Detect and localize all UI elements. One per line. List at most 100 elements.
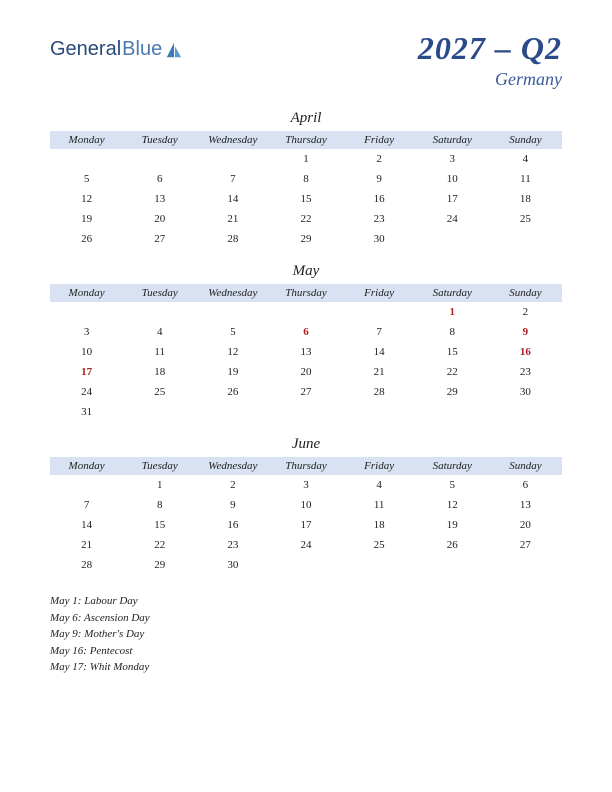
calendar-cell [123,402,196,422]
day-header: Saturday [416,131,489,149]
calendar-cell: 12 [50,189,123,209]
calendar-cell: 7 [196,169,269,189]
calendar-cell: 27 [123,229,196,249]
calendar-cell: 3 [50,322,123,342]
holiday-entry: May 1: Labour Day [50,593,562,610]
calendar-row: 12131415161718 [50,189,562,209]
day-header: Monday [50,457,123,475]
day-header: Tuesday [123,131,196,149]
calendar-cell: 4 [343,475,416,495]
calendar-row: 123456 [50,475,562,495]
calendar-cell [416,555,489,575]
calendar-cell: 7 [50,495,123,515]
calendar-cell: 13 [269,342,342,362]
calendar-cell: 20 [123,209,196,229]
calendar-cell: 28 [196,229,269,249]
calendar-cell: 1 [123,475,196,495]
calendar-container: AprilMondayTuesdayWednesdayThursdayFrida… [50,110,562,575]
calendar-cell [343,555,416,575]
calendar-cell: 26 [196,382,269,402]
calendar-row: 21222324252627 [50,535,562,555]
month-block: JuneMondayTuesdayWednesdayThursdayFriday… [50,436,562,575]
calendar-cell: 25 [343,535,416,555]
calendar-cell: 22 [416,362,489,382]
calendar-cell: 22 [123,535,196,555]
calendar-row: 3456789 [50,322,562,342]
day-header: Thursday [269,457,342,475]
calendar-cell: 15 [269,189,342,209]
calendar-row: 17181920212223 [50,362,562,382]
calendar-cell [343,302,416,322]
calendar-cell: 5 [196,322,269,342]
day-header: Wednesday [196,131,269,149]
calendar-cell: 12 [416,495,489,515]
day-header: Thursday [269,131,342,149]
header: GeneralBlue 2027 – Q2 Germany [50,30,562,90]
day-header: Tuesday [123,284,196,302]
calendar-cell: 6 [489,475,562,495]
day-header: Friday [343,131,416,149]
calendar-cell [416,229,489,249]
calendar-cell: 18 [343,515,416,535]
calendar-row: 10111213141516 [50,342,562,362]
calendar-cell: 31 [50,402,123,422]
holiday-list: May 1: Labour DayMay 6: Ascension DayMay… [50,593,562,676]
day-header: Friday [343,284,416,302]
calendar-cell: 13 [123,189,196,209]
calendar-cell: 19 [416,515,489,535]
calendar-cell: 17 [416,189,489,209]
calendar-cell: 24 [50,382,123,402]
calendar-cell: 18 [489,189,562,209]
calendar-cell: 5 [416,475,489,495]
calendar-cell: 8 [269,169,342,189]
day-header: Wednesday [196,457,269,475]
calendar-cell: 25 [123,382,196,402]
logo: GeneralBlue [50,38,183,61]
calendar-cell: 12 [196,342,269,362]
calendar-cell: 26 [50,229,123,249]
calendar-cell [50,475,123,495]
calendar-cell: 20 [489,515,562,535]
calendar-cell: 30 [343,229,416,249]
calendar-cell: 19 [50,209,123,229]
day-header: Saturday [416,457,489,475]
calendar-cell: 14 [343,342,416,362]
calendar-cell: 28 [50,555,123,575]
calendar-cell: 2 [489,302,562,322]
calendar-cell: 21 [343,362,416,382]
calendar-cell: 11 [489,169,562,189]
holiday-entry: May 9: Mother's Day [50,626,562,643]
calendar-cell: 9 [489,322,562,342]
calendar-cell: 30 [489,382,562,402]
logo-text-general: General [50,38,121,61]
calendar-cell: 22 [269,209,342,229]
calendar-cell [489,555,562,575]
calendar-cell: 16 [489,342,562,362]
calendar-cell: 3 [269,475,342,495]
calendar-cell: 21 [50,535,123,555]
month-block: AprilMondayTuesdayWednesdayThursdayFrida… [50,110,562,249]
calendar-row: 567891011 [50,169,562,189]
calendar-cell: 24 [416,209,489,229]
month-name: April [50,110,562,127]
calendar-cell: 29 [416,382,489,402]
day-header: Sunday [489,284,562,302]
calendar-cell: 27 [269,382,342,402]
title-sub: Germany [418,69,562,90]
calendar-cell: 28 [343,382,416,402]
calendar-row: 31 [50,402,562,422]
title-main: 2027 – Q2 [418,30,562,67]
day-header: Sunday [489,131,562,149]
calendar-cell: 15 [416,342,489,362]
calendar-cell: 14 [50,515,123,535]
logo-sail-icon [165,41,183,59]
logo-text-blue: Blue [122,38,162,61]
holiday-entry: May 6: Ascension Day [50,610,562,627]
calendar-cell [123,302,196,322]
day-header: Monday [50,284,123,302]
calendar-cell [343,402,416,422]
calendar-cell: 9 [196,495,269,515]
calendar-cell: 8 [123,495,196,515]
calendar-cell: 10 [269,495,342,515]
calendar-cell: 19 [196,362,269,382]
